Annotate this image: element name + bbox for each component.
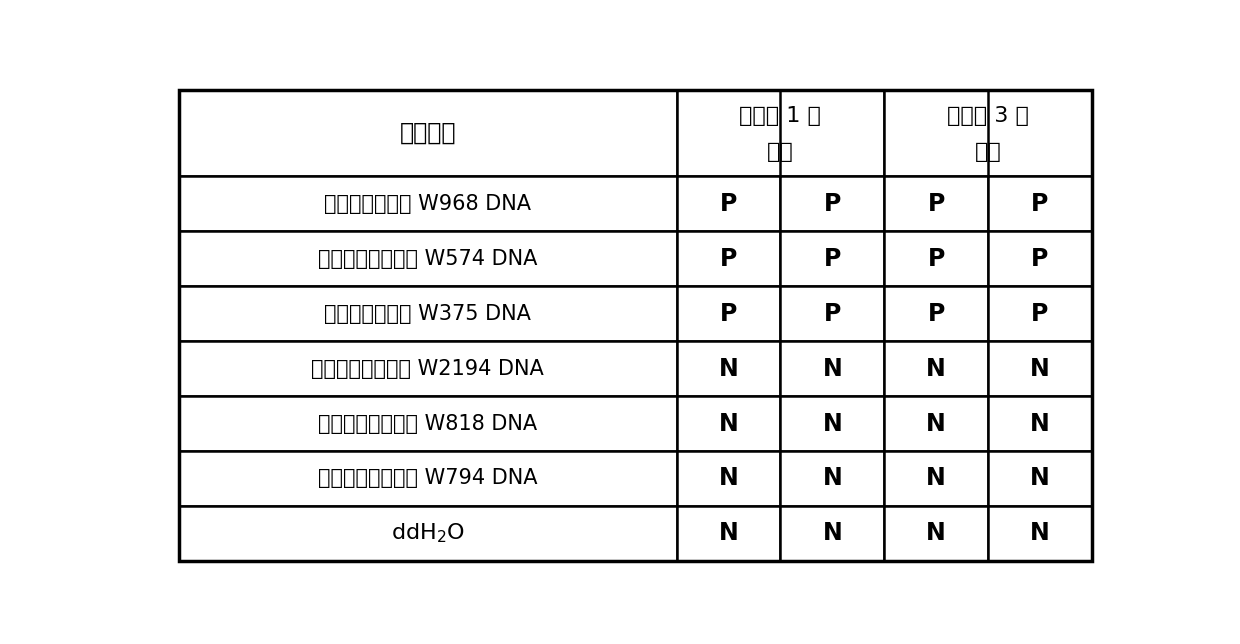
- Text: N: N: [719, 521, 738, 545]
- Text: N: N: [822, 466, 842, 491]
- Text: N: N: [822, 357, 842, 381]
- Bar: [677, 176, 780, 231]
- Text: 油菜转基因样品 W375 DNA: 油菜转基因样品 W375 DNA: [325, 304, 531, 324]
- Text: P: P: [719, 247, 738, 271]
- Text: N: N: [926, 521, 946, 545]
- Text: P: P: [823, 247, 841, 271]
- Bar: [988, 451, 1092, 506]
- Text: N: N: [719, 357, 738, 381]
- Bar: [179, 286, 677, 341]
- Bar: [780, 286, 884, 341]
- Text: P: P: [1032, 192, 1049, 216]
- Bar: [780, 506, 884, 561]
- Text: P: P: [928, 247, 945, 271]
- Text: N: N: [1030, 466, 1050, 491]
- Bar: [884, 176, 988, 231]
- Bar: [677, 396, 780, 451]
- Text: 大米非转基因样品 W818 DNA: 大米非转基因样品 W818 DNA: [319, 413, 537, 433]
- Text: N: N: [926, 357, 946, 381]
- Bar: [179, 90, 677, 176]
- Bar: [988, 506, 1092, 561]
- Bar: [179, 231, 677, 286]
- Text: P: P: [823, 192, 841, 216]
- Bar: [179, 451, 677, 506]
- Bar: [677, 90, 884, 176]
- Bar: [884, 341, 988, 396]
- Text: 样品名称: 样品名称: [399, 121, 456, 145]
- Bar: [988, 231, 1092, 286]
- Text: N: N: [1030, 357, 1050, 381]
- Bar: [884, 396, 988, 451]
- Text: N: N: [719, 412, 738, 435]
- Text: 结果: 结果: [975, 142, 1002, 162]
- Text: N: N: [1030, 521, 1050, 545]
- Text: P: P: [823, 301, 841, 326]
- Bar: [179, 506, 677, 561]
- Bar: [780, 396, 884, 451]
- Bar: [179, 176, 677, 231]
- Text: N: N: [719, 466, 738, 491]
- Bar: [677, 231, 780, 286]
- Bar: [988, 396, 1092, 451]
- Text: P: P: [928, 192, 945, 216]
- Text: 油菜非转基因样品 W2194 DNA: 油菜非转基因样品 W2194 DNA: [311, 359, 544, 379]
- Bar: [677, 341, 780, 396]
- Bar: [884, 90, 1092, 176]
- Bar: [884, 286, 988, 341]
- Bar: [677, 451, 780, 506]
- Text: 结果: 结果: [768, 142, 794, 162]
- Bar: [988, 176, 1092, 231]
- Bar: [780, 176, 884, 231]
- Bar: [988, 341, 1092, 396]
- Bar: [884, 451, 988, 506]
- Bar: [179, 341, 677, 396]
- Text: 实施例 1 的: 实施例 1 的: [739, 106, 821, 126]
- Text: P: P: [928, 301, 945, 326]
- Text: P: P: [1032, 301, 1049, 326]
- Text: N: N: [1030, 412, 1050, 435]
- Text: 实施例 3 的: 实施例 3 的: [947, 106, 1029, 126]
- Text: N: N: [926, 466, 946, 491]
- Text: P: P: [1032, 247, 1049, 271]
- Text: N: N: [822, 412, 842, 435]
- Bar: [677, 506, 780, 561]
- Bar: [780, 341, 884, 396]
- Bar: [179, 396, 677, 451]
- Bar: [884, 231, 988, 286]
- Text: P: P: [719, 192, 738, 216]
- Text: N: N: [926, 412, 946, 435]
- Bar: [988, 286, 1092, 341]
- Text: N: N: [822, 521, 842, 545]
- Text: 玉米转基因样品 W968 DNA: 玉米转基因样品 W968 DNA: [325, 194, 531, 214]
- Text: 大豆非转基因样品 W794 DNA: 大豆非转基因样品 W794 DNA: [317, 468, 538, 488]
- Text: ddH$_2$O: ddH$_2$O: [391, 522, 465, 545]
- Bar: [884, 506, 988, 561]
- Text: 油菜籽转基因样品 W574 DNA: 油菜籽转基因样品 W574 DNA: [319, 249, 537, 269]
- Bar: [780, 231, 884, 286]
- Bar: [677, 286, 780, 341]
- Bar: [780, 451, 884, 506]
- Text: P: P: [719, 301, 738, 326]
